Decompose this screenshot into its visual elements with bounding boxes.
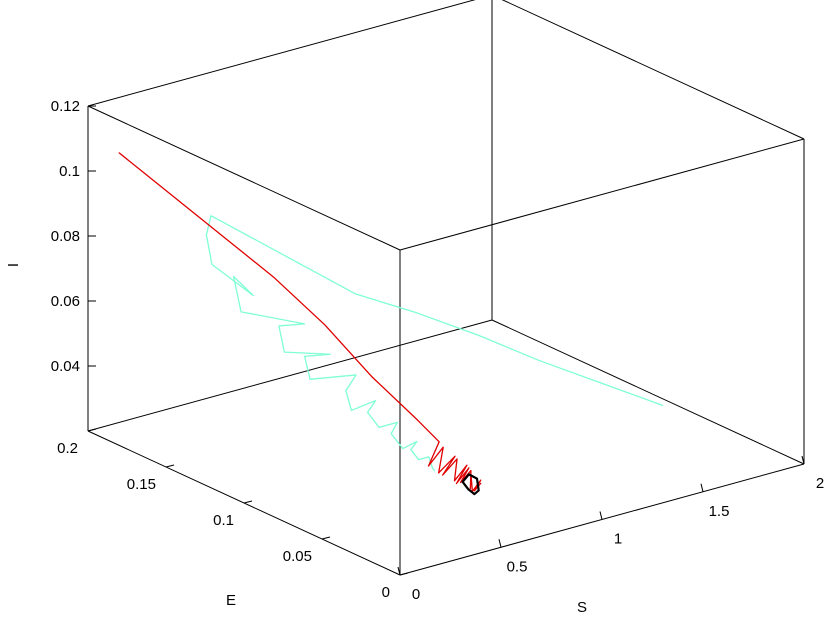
x-tick-label: 0.5 <box>507 558 528 575</box>
x-axis-label: S <box>577 599 587 616</box>
axes-box <box>87 0 805 576</box>
x-tick-mark <box>700 483 704 492</box>
y-tick-label: 0.15 <box>127 476 156 493</box>
y-tick-mark <box>165 464 175 468</box>
box-edge-top-back-left <box>87 0 476 107</box>
y-tick-mark <box>243 500 253 504</box>
box-edge-bottom-back-right <box>491 319 805 465</box>
z-axis-label: I <box>5 263 22 267</box>
axis-ticks: 0 0.5 1 1.5 2 0 0.05 0.1 0.15 0.2 0.04 0.06 0.08 0.1 0… <box>51 98 824 603</box>
y-tick-mark <box>87 428 97 432</box>
series-line-3 <box>461 473 480 496</box>
series-line-1 <box>205 214 664 472</box>
y-axis-label: E <box>226 592 236 609</box>
box-edge-top-front-right <box>399 138 805 251</box>
x-tick-label: 1 <box>614 531 622 548</box>
x-tick-mark <box>801 455 805 465</box>
z-tick-label: 0.08 <box>51 228 80 245</box>
series-layer <box>118 152 664 496</box>
z-tick-label: 0.12 <box>51 98 80 115</box>
y-tick-mark <box>399 572 409 576</box>
z-tick-label: 0.04 <box>51 358 80 375</box>
z-tick-label: 0.06 <box>51 293 80 310</box>
z-tick-label: 0.1 <box>59 163 80 180</box>
x-tick-label: 2 <box>816 475 824 492</box>
box-edge-top-back-right <box>501 0 805 140</box>
x-tick-label: 1.5 <box>709 503 730 520</box>
box-edge-top-front-left <box>87 105 401 251</box>
y-tick-label: 0.2 <box>57 440 78 457</box>
box-edge-bottom-back-left <box>87 319 493 432</box>
y-tick-label: 0.1 <box>213 512 234 529</box>
y-tick-label: 0.05 <box>283 548 312 565</box>
x-tick-label: 0 <box>412 586 420 603</box>
x-tick-mark <box>599 511 603 520</box>
x-tick-mark <box>498 539 502 548</box>
y-tick-mark <box>321 536 331 540</box>
y-tick-label: 0 <box>382 584 390 601</box>
x-tick-mark <box>397 566 401 576</box>
